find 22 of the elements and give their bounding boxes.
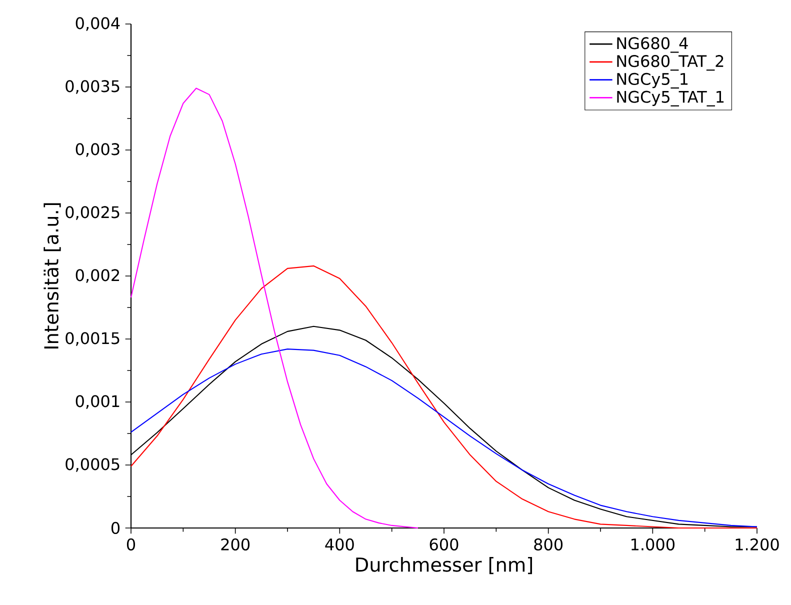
legend-label: NG680_TAT_2 [617,55,724,71]
x-tick-label: 1.200 [736,538,779,550]
y-tick-label: 0,003 [76,143,120,157]
y-tick-label: 0,0025 [66,206,120,220]
x-tick-label: 600 [430,538,458,550]
x-tick-label: 0 [126,538,136,550]
y-tick-label: 0,0005 [66,458,120,472]
y-tick-label: 0,004 [76,17,120,31]
y-tick-label: 0,0035 [66,80,120,94]
y-tick-label: 0,0015 [66,332,120,346]
legend-label: NG680_4 [617,37,688,53]
x-tick-label: 800 [534,538,563,550]
y-tick-label: 0,001 [76,395,120,409]
x-tick-label: 200 [221,538,250,550]
x-tick-label: 400 [325,538,354,550]
legend-label: NGCy5_1 [617,72,688,89]
y-tick-label: 0 [111,522,120,534]
y-axis-title: Intensität [a.u.] [44,203,61,348]
x-tick-label: 1.000 [632,538,674,550]
legend-label: NGCy5_TAT_1 [617,90,724,106]
x-axis-title: Durchmesser [nm] [356,556,532,574]
y-tick-label: 0,002 [76,269,119,283]
